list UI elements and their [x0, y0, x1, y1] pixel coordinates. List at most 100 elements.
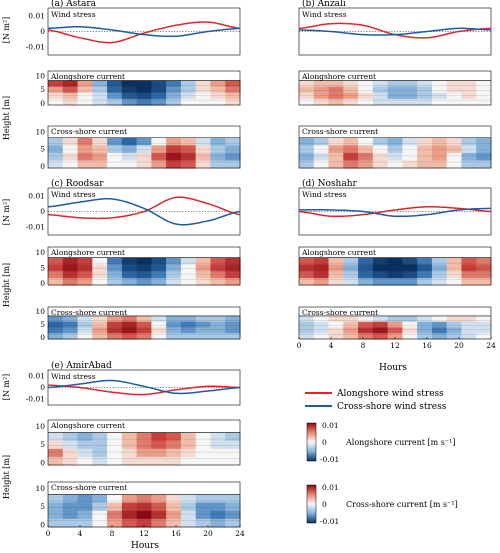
alongshore-cell	[343, 86, 359, 94]
crossshore-cell	[476, 137, 492, 146]
crossshore-cell	[77, 333, 93, 340]
hour-tick-label: 24	[486, 341, 496, 350]
panel-title: (a) Astara	[51, 0, 97, 9]
hours-xlabel-right: Hours	[379, 363, 407, 373]
alongshore-cell	[136, 80, 152, 88]
crossshore-cell	[476, 145, 492, 154]
alongshore-axes-frame	[298, 70, 492, 106]
stress-tick-label: -0.01	[26, 223, 45, 232]
crossshore-current-heatmap: Cross-shore current 10 5 0	[35, 306, 241, 342]
crossshore-cell	[151, 152, 167, 162]
alongshore-cell	[313, 278, 330, 286]
wind-stress-label: Wind stress	[302, 190, 347, 199]
height-tick-label: 10	[35, 127, 45, 136]
crossshore-cell	[62, 137, 79, 146]
crossshore-cell	[92, 510, 108, 520]
crossshore-cell	[62, 321, 79, 329]
crossshore-cell	[210, 137, 226, 146]
alongshore-cell	[180, 264, 197, 272]
alongshore-cell	[461, 92, 477, 100]
crossshore-air-region	[48, 126, 240, 138]
crossshore-cell	[136, 518, 152, 528]
alongshore-cell	[476, 92, 492, 100]
height-tick-label: 5	[40, 440, 45, 449]
crossshore-wind-line	[47, 26, 241, 38]
alongshore-cell	[343, 92, 359, 100]
alongshore-cell	[387, 257, 403, 266]
crossshore-cell	[387, 160, 403, 169]
alongshore-cell	[225, 257, 241, 266]
crossshore-cell	[48, 327, 64, 334]
crossshore-cell	[328, 333, 344, 340]
alongshore-cell	[166, 456, 182, 466]
alongshore-cell	[387, 86, 403, 94]
crossshore-cell	[446, 160, 463, 169]
crossshore-cell	[77, 315, 93, 323]
alongshore-cell	[328, 271, 344, 279]
alongshore-cell	[431, 86, 448, 94]
alongshore-cell	[136, 92, 152, 100]
height-tick-label: 10	[35, 71, 45, 80]
alongshore-cell	[372, 257, 389, 266]
alongshore-cell	[151, 271, 167, 279]
crossshore-cell	[77, 145, 93, 154]
crossshore-cell	[313, 160, 330, 169]
alongshore-cell	[372, 264, 389, 272]
alongshore-cell	[476, 278, 492, 286]
crossshore-cell	[77, 510, 93, 520]
crossshore-cell	[121, 145, 138, 154]
alongshore-cell	[92, 456, 108, 466]
crossshore-cell	[48, 321, 64, 329]
crossshore-current-label: Cross-shore current	[302, 308, 378, 317]
alongshore-cell	[107, 432, 123, 442]
alongshore-cell	[313, 257, 330, 266]
crossshore-cell	[210, 152, 226, 162]
crossshore-cell	[166, 333, 182, 340]
alongshore-cell	[431, 264, 448, 272]
alongshore-cell	[387, 264, 403, 272]
crossshore-cell	[180, 315, 197, 323]
alongshore-cell	[77, 440, 93, 450]
crossshore-cell	[402, 333, 418, 340]
alongshore-air-region	[299, 71, 491, 81]
crossshore-cell	[387, 333, 403, 340]
crossshore-current-heatmap: Cross-shore current	[298, 125, 492, 169]
alongshore-cell	[180, 432, 197, 442]
crossshore-cell	[48, 333, 64, 340]
crossshore-cell	[446, 333, 463, 340]
crossshore-cell	[166, 145, 182, 154]
alongshore-cell	[328, 92, 344, 100]
alongshore-cell	[195, 86, 212, 94]
alongshore-cell	[62, 80, 79, 88]
crossshore-cell	[92, 327, 108, 334]
crossshore-cell	[313, 145, 330, 154]
alongshore-cell	[299, 271, 315, 279]
alongshore-cell	[48, 456, 64, 466]
crossshore-cell	[121, 315, 138, 323]
crossshore-cell	[387, 321, 403, 329]
alongshore-cell	[476, 98, 492, 106]
crossshore-cell	[107, 333, 123, 340]
crossshore-wind-line	[299, 207, 491, 218]
legend: Alongshore wind stress Cross-shore wind …	[305, 389, 447, 412]
crossshore-cell	[136, 502, 152, 512]
crossshore-cell	[343, 137, 359, 146]
alongshore-cell	[446, 264, 463, 272]
crossshore-cell	[62, 152, 79, 162]
crossshore-cell	[62, 327, 79, 334]
alongshore-cell	[62, 271, 79, 279]
alongshore-cell	[77, 271, 93, 279]
crossshore-axes-frame	[47, 306, 241, 340]
crossshore-cell	[151, 502, 167, 512]
crossshore-cell	[313, 152, 330, 162]
alongshore-cell	[62, 448, 79, 458]
crossshore-cell	[313, 333, 330, 340]
crossshore-axes-frame	[298, 125, 492, 169]
alongshore-cell	[461, 264, 477, 272]
crossshore-cell	[92, 145, 108, 154]
alongshore-cell	[225, 98, 241, 106]
alongshore-cell	[446, 92, 463, 100]
hour-tick-label: 4	[329, 341, 334, 350]
crossshore-cell	[225, 494, 241, 504]
